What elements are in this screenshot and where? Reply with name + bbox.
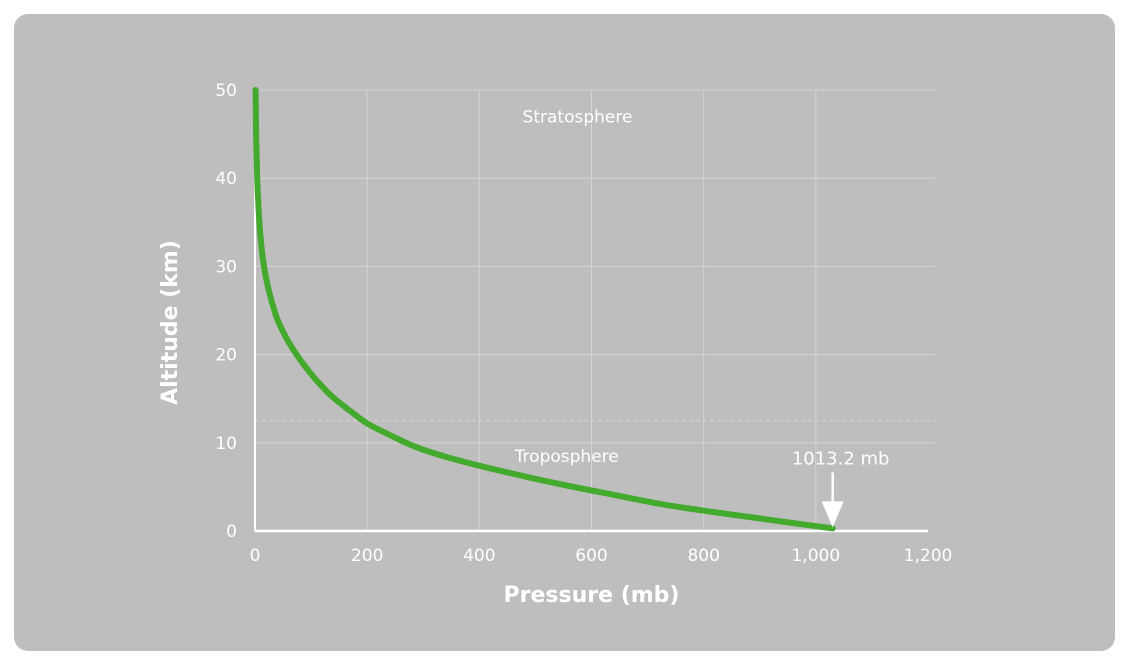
pressure-altitude-line <box>252 87 836 532</box>
x-tick-label: 200 <box>351 546 383 566</box>
y-tick-label: 40 <box>215 169 237 189</box>
chart-card: Stratosphere Troposphere 1013.2 mb 0 10 20 30… <box>14 14 1115 651</box>
x-tick-label: 800 <box>687 546 719 566</box>
y-tick-label: 50 <box>215 81 237 101</box>
series-layer <box>252 87 836 532</box>
annotations: Stratosphere Troposphere 1013.2 mb <box>514 107 890 528</box>
stratosphere-label: Stratosphere <box>523 107 633 127</box>
x-tick-label: 600 <box>575 546 607 566</box>
pressure-altitude-chart: Stratosphere Troposphere 1013.2 mb 0 10 20 30… <box>158 81 952 608</box>
troposphere-label: Troposphere <box>514 447 619 467</box>
y-tick-label: 30 <box>215 257 237 277</box>
surface-pressure-arrow-head <box>821 501 844 528</box>
x-tick-label: 1,000 <box>791 546 840 566</box>
x-tick-label: 1,200 <box>904 546 953 566</box>
surface-pressure-label: 1013.2 mb <box>792 448 890 469</box>
tick-labels: 0 10 20 30 40 50 0 200 400 600 800 1,000 1,200 <box>215 81 952 566</box>
x-tick-label: 400 <box>463 546 495 566</box>
x-axis-title: Pressure (mb) <box>504 583 680 608</box>
x-tick-label: 0 <box>250 546 261 566</box>
y-tick-label: 20 <box>215 346 237 366</box>
y-axis-title: Altitude (km) <box>158 240 183 405</box>
y-tick-label: 10 <box>215 434 237 454</box>
y-tick-label: 0 <box>226 522 237 542</box>
